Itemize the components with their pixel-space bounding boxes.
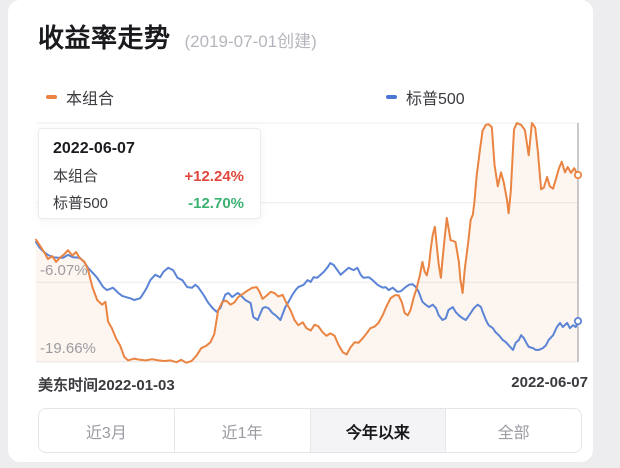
portfolio-line-swatch-icon <box>46 95 57 99</box>
x-axis-start-date: 美东时间2022-01-03 <box>38 377 175 394</box>
tooltip-row-portfolio: 本组合 +12.24% <box>53 167 244 187</box>
legend-item-sp500: 标普500 <box>386 86 465 108</box>
chart-tooltip: 2022-06-07 本组合 +12.24% 标普500 -12.70% <box>38 128 261 219</box>
x-axis-end-date: 2022-06-07 <box>511 374 588 391</box>
portfolio-area-fill <box>36 123 578 363</box>
tooltip-portfolio-value: +12.24% <box>184 168 244 185</box>
sp500-endpoint-marker <box>573 317 583 326</box>
header: 收益率走势 (2019-07-01创建) <box>38 18 317 55</box>
tab-ytd[interactable]: 今年以来 <box>309 409 446 452</box>
y-axis-label-lower: -19.66% <box>40 340 96 357</box>
legend-item-portfolio: 本组合 <box>46 86 114 108</box>
legend-label-portfolio: 本组合 <box>66 91 115 108</box>
page-title: 收益率走势 <box>38 23 171 53</box>
tooltip-portfolio-label: 本组合 <box>53 168 99 185</box>
tooltip-row-sp500: 标普500 -12.70% <box>53 194 244 214</box>
tab-all[interactable]: 全部 <box>445 409 581 452</box>
y-axis-label-upper: -6.07% <box>40 262 88 279</box>
sp500-line-swatch-icon <box>386 95 397 99</box>
sp500-line <box>35 241 579 351</box>
period-tabbar: 近3月 近1年 今年以来 全部 <box>38 408 582 453</box>
tab-1y[interactable]: 近1年 <box>173 409 310 452</box>
tooltip-date: 2022-06-07 <box>53 140 135 157</box>
tooltip-sp500-label: 标普500 <box>53 195 109 212</box>
tab-3m[interactable]: 近3月 <box>85 424 127 442</box>
created-date-subtitle: (2019-07-01创建) <box>184 32 317 51</box>
x-axis-labels: 美东时间2022-01-03 2022-06-07 <box>38 374 588 395</box>
legend-label-sp500: 标普500 <box>406 91 465 108</box>
portfolio-endpoint-marker <box>573 170 583 180</box>
returns-card: 收益率走势 (2019-07-01创建) 本组合 标普500 -6.07% -1… <box>8 0 593 462</box>
tooltip-sp500-value: -12.70% <box>188 195 244 212</box>
portfolio-line <box>35 122 579 364</box>
